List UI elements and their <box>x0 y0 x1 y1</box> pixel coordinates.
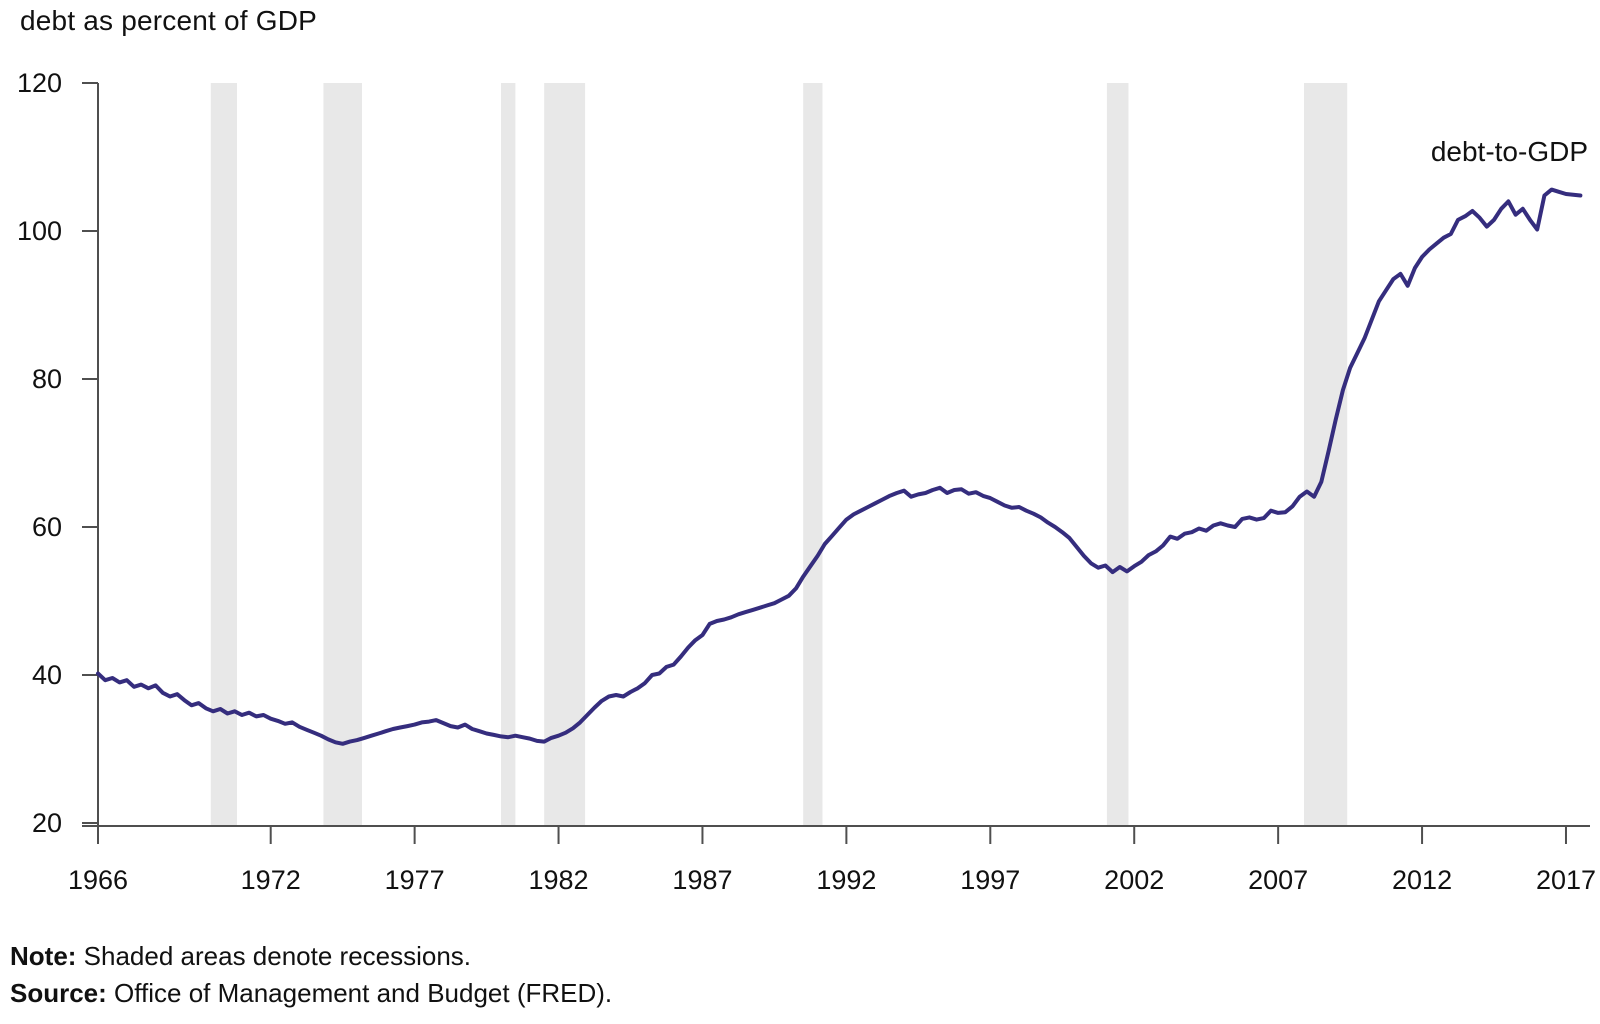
x-tick-label: 1966 <box>68 865 128 895</box>
recession-band <box>1106 83 1129 826</box>
x-tick-label: 1992 <box>816 865 876 895</box>
source-line: Source: Office of Management and Budget … <box>10 975 612 1012</box>
x-tick-label: 1997 <box>960 865 1020 895</box>
y-tick-label: 60 <box>32 512 62 542</box>
x-tick-label: 1977 <box>385 865 445 895</box>
note-line: Note: Shaded areas denote recessions. <box>10 938 612 975</box>
y-tick-label: 120 <box>17 68 62 98</box>
recession-band <box>323 83 362 826</box>
source-label: Source: <box>10 978 107 1008</box>
series-label: debt-to-GDP <box>1431 136 1588 167</box>
x-tick-label: 1972 <box>241 865 301 895</box>
y-tick-label: 40 <box>32 660 62 690</box>
note-label: Note: <box>10 941 77 971</box>
x-tick-label: 1987 <box>672 865 732 895</box>
x-tick-label: 2007 <box>1248 865 1308 895</box>
x-tick-label: 1982 <box>529 865 589 895</box>
x-tick-label: 2002 <box>1104 865 1164 895</box>
recession-band <box>210 83 237 826</box>
y-axis-title: debt as percent of GDP <box>20 5 318 36</box>
recession-band <box>1304 83 1348 826</box>
debt-to-gdp-line <box>96 187 1583 746</box>
x-tick-label: 2017 <box>1536 865 1596 895</box>
y-tick-label: 100 <box>17 216 62 246</box>
y-tick-label: 20 <box>32 808 62 838</box>
debt-to-gdp-chart: 20 40 60 80 100 120 1966 1972 1977 1982 1987 1992 19… <box>17 68 1596 895</box>
x-tick-label: 2012 <box>1392 865 1452 895</box>
note-text: Shaded areas denote recessions. <box>76 941 472 971</box>
figure-notes: Note: Shaded areas denote recessions. So… <box>10 938 612 1012</box>
recession-band <box>544 83 586 826</box>
recession-band <box>501 83 516 826</box>
source-text: Office of Management and Budget (FRED). <box>106 978 613 1008</box>
recession-band <box>803 83 823 826</box>
y-tick-label: 80 <box>32 364 62 394</box>
